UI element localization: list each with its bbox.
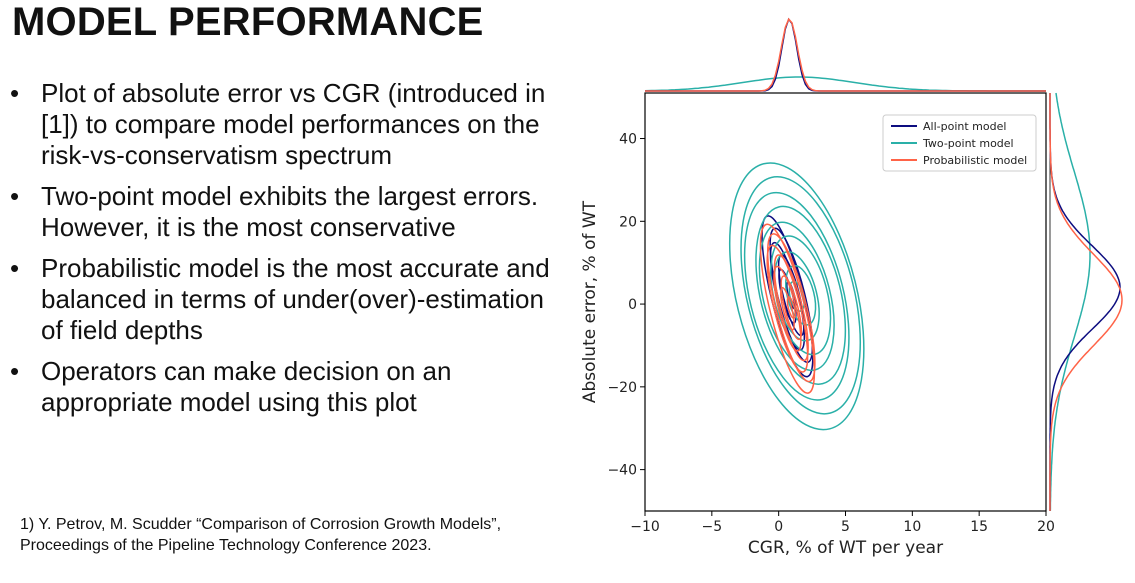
legend-label: Probabilistic model — [923, 154, 1027, 167]
y-tick-label: 0 — [628, 297, 637, 313]
contour-probabilistic-model — [773, 254, 809, 362]
y-tick-label: 40 — [619, 132, 637, 148]
contour-probabilistic-model — [780, 275, 803, 341]
contour-probabilistic-model — [766, 233, 816, 383]
contour-two-point-model — [755, 205, 847, 385]
contour-two-point-model — [740, 176, 862, 415]
x-tick-label: 0 — [774, 519, 783, 535]
y-tick-label: 20 — [619, 214, 637, 230]
right-marginal-all-point — [1049, 93, 1121, 511]
bullet-marker: • — [10, 253, 20, 283]
bullet-item: • Plot of absolute error vs CGR (introduc… — [10, 78, 570, 171]
bullet-marker: • — [10, 181, 20, 211]
legend-box — [882, 114, 1037, 172]
y-tick-label: −20 — [607, 380, 637, 396]
bullet-list: • Plot of absolute error vs CGR (introduc… — [10, 78, 570, 428]
bullet-text: Probabilistic model is the most accurate… — [41, 253, 550, 345]
top-marginal-all-point — [645, 17, 1046, 92]
contour-two-point-model — [728, 162, 865, 431]
bullet-text: Plot of absolute error vs CGR (introduce… — [41, 78, 546, 170]
y-tick-label: −40 — [607, 463, 637, 479]
x-tick-label: 10 — [903, 519, 921, 535]
bullet-item: • Two-point model exhibits the largest er… — [10, 181, 570, 243]
bullet-text: Two-point model exhibits the largest err… — [41, 181, 539, 242]
x-tick-label: 5 — [841, 519, 850, 535]
right-marginal-probabilistic — [1049, 93, 1123, 511]
contour-probabilistic-model — [759, 223, 816, 394]
x-tick-label: −5 — [702, 519, 723, 535]
slide-title: MODEL PERFORMANCE — [12, 0, 484, 44]
contour-probabilistic-model — [786, 296, 796, 320]
x-tick-label: −10 — [630, 519, 660, 535]
footnote-line: Proceedings of the Pipeline Technology C… — [20, 537, 432, 554]
footnote-line: 1) Y. Petrov, M. Scudder “Comparison of … — [20, 516, 502, 533]
legend-label: All-point model — [923, 120, 1006, 133]
bullet-text: Operators can make decision on an approp… — [41, 356, 452, 417]
x-axis-label: CGR, % of WT per year — [748, 538, 943, 558]
top-marginal-probabilistic — [645, 17, 1046, 92]
bullet-marker: • — [10, 78, 20, 108]
contour-group — [728, 162, 865, 431]
contour-two-point-model — [743, 191, 850, 401]
bullet-marker: • — [10, 356, 20, 386]
y-axis-label: Absolute error, % of WT — [580, 200, 600, 403]
top-marginal-two-point — [644, 76, 1046, 92]
x-tick-label: 15 — [970, 519, 988, 535]
legend-label: Two-point model — [922, 137, 1014, 150]
contour-probabilistic-model — [773, 265, 802, 352]
x-tick-label: 20 — [1037, 519, 1055, 535]
bullet-item: • Probabilistic model is the most accurat… — [10, 253, 570, 346]
contour-probabilistic-model — [779, 286, 795, 331]
bullet-item: • Operators can make decision on an appro… — [10, 356, 570, 418]
kde-joint-chart: −10 −5 0 5 10 15 20 −40 −20 0 20 40 CGR, % of WT per… — [580, 17, 1123, 558]
right-marginal-two-point — [1049, 92, 1091, 512]
footnote: 1) Y. Petrov, M. Scudder “Comparison of … — [20, 514, 501, 556]
contour-probabilistic-model — [766, 244, 809, 373]
